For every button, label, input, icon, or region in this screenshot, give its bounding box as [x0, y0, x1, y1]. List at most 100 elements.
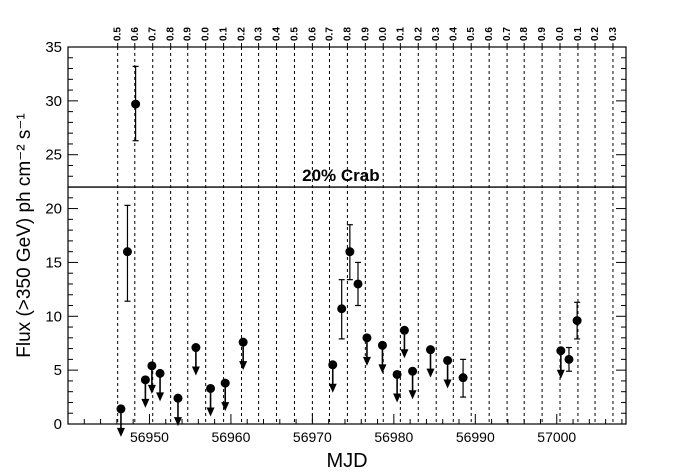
phase-label: 0.6	[130, 27, 141, 41]
detection-point	[345, 224, 355, 281]
phase-lines	[117, 43, 614, 424]
upper-limit-point	[191, 343, 201, 376]
upper-limit-arrowhead	[556, 369, 565, 379]
detection-marker	[353, 279, 363, 289]
y-tick-label: 0	[54, 416, 62, 433]
upper-limit-arrowhead	[147, 384, 156, 394]
upper-limit-marker	[220, 378, 230, 388]
upper-limit-arrowhead	[206, 407, 215, 417]
upper-limit-marker	[328, 360, 338, 370]
upper-limit-point	[173, 393, 183, 427]
upper-limit-arrowhead	[156, 392, 165, 402]
upper-limit-arrowhead	[173, 417, 182, 427]
x-tick-label: 56980	[374, 429, 413, 445]
upper-limit-marker	[155, 368, 165, 378]
crab-reference-label: 20% Crab	[302, 166, 379, 185]
x-tick-label: 56960	[211, 429, 250, 445]
x-tick-label: 56990	[456, 429, 495, 445]
detection-point	[353, 261, 363, 307]
phase-label: 0.9	[183, 27, 194, 41]
x-tick-label: 57000	[537, 429, 576, 445]
upper-limit-point	[392, 369, 402, 403]
upper-limit-marker	[147, 361, 157, 371]
x-tick-label: 56970	[293, 429, 332, 445]
y-tick-label: 10	[45, 308, 62, 325]
upper-limit-arrowhead	[116, 427, 125, 437]
y-tick-label: 20	[45, 201, 62, 218]
phase-label: 0.4	[272, 27, 283, 41]
upper-limit-point	[220, 378, 230, 412]
phase-label: 0.0	[555, 27, 566, 41]
detection-point	[572, 301, 582, 340]
upper-limit-marker	[140, 375, 150, 385]
upper-limit-point	[155, 368, 165, 402]
phase-label: 0.7	[148, 27, 159, 41]
upper-limit-point	[140, 375, 150, 408]
detection-marker	[131, 99, 141, 109]
upper-limit-arrowhead	[443, 379, 452, 389]
upper-limit-arrowhead	[378, 364, 387, 374]
phase-labels: 0.5 0.6 0.7 0.8 0.9 0.0 0.1 0.2 0.3 0.4 0.5 0.6 0.7 0…	[113, 27, 619, 41]
upper-limit-marker	[443, 355, 453, 365]
upper-limit-arrowhead	[400, 349, 409, 359]
phase-label: 0.2	[237, 27, 248, 41]
y-tick-labels: 0 5 10 15 20 25 30 35	[45, 39, 62, 433]
phase-label: 0.7	[324, 27, 335, 41]
phase-label: 0.7	[502, 27, 513, 41]
upper-limit-arrowhead	[141, 398, 150, 408]
detections	[122, 65, 582, 398]
upper-limit-marker	[362, 333, 372, 343]
upper-limit-marker	[556, 346, 566, 356]
phase-label: 0.4	[448, 27, 459, 41]
upper-limit-arrowhead	[328, 383, 337, 393]
phase-label: 0.5	[466, 27, 477, 41]
upper-limit-point	[443, 355, 453, 389]
detection-point	[122, 204, 132, 302]
y-tick-label: 5	[54, 362, 62, 379]
y-tick-label: 30	[45, 93, 62, 110]
plot-frame	[67, 46, 627, 425]
phase-label: 0.8	[166, 27, 177, 41]
upper-limit-marker	[173, 393, 183, 403]
upper-limit-point	[377, 340, 387, 374]
upper-limit-point	[206, 383, 216, 417]
phase-label: 0.9	[537, 27, 548, 41]
upper-limit-arrowhead	[408, 390, 417, 400]
y-tick-label: 25	[45, 147, 62, 164]
upper-limit-arrowhead	[191, 366, 200, 376]
phase-label: 0.0	[378, 27, 389, 41]
y-tick-label: 35	[45, 39, 62, 56]
y-axis-label: Flux (>350 GeV) ph cm⁻² s⁻¹	[14, 113, 35, 357]
upper-limit-arrowhead	[239, 361, 248, 371]
upper-limit-marker	[392, 369, 402, 379]
phase-label: 0.3	[254, 27, 265, 41]
x-axis-label: MJD	[326, 450, 367, 472]
upper-limit-point	[147, 361, 157, 394]
upper-limit-point	[328, 360, 338, 393]
upper-limit-marker	[399, 325, 409, 335]
phase-label: 0.1	[573, 27, 584, 41]
phase-label: 0.3	[608, 27, 619, 41]
y-tick-label: 15	[45, 254, 62, 271]
upper-limit-arrowhead	[221, 402, 230, 412]
phase-label: 0.3	[431, 27, 442, 41]
upper-limit-point	[425, 345, 435, 378]
detection-point	[564, 346, 574, 372]
phase-label: 0.2	[590, 27, 601, 41]
upper-limit-point	[238, 337, 248, 371]
phase-label: 0.8	[342, 27, 353, 41]
detection-marker	[564, 354, 574, 364]
phase-label: 0.2	[413, 27, 424, 41]
phase-label: 0.8	[519, 27, 530, 41]
upper-limit-point	[556, 346, 566, 379]
upper-limit-arrowhead	[393, 393, 402, 403]
detection-marker	[572, 316, 582, 326]
detection-marker	[345, 247, 355, 257]
upper-limit-point	[362, 333, 372, 366]
upper-limit-point	[116, 404, 126, 437]
upper-limit-point	[408, 366, 418, 400]
detection-marker	[458, 373, 468, 383]
detection-point	[458, 358, 468, 398]
detection-marker	[122, 247, 132, 257]
